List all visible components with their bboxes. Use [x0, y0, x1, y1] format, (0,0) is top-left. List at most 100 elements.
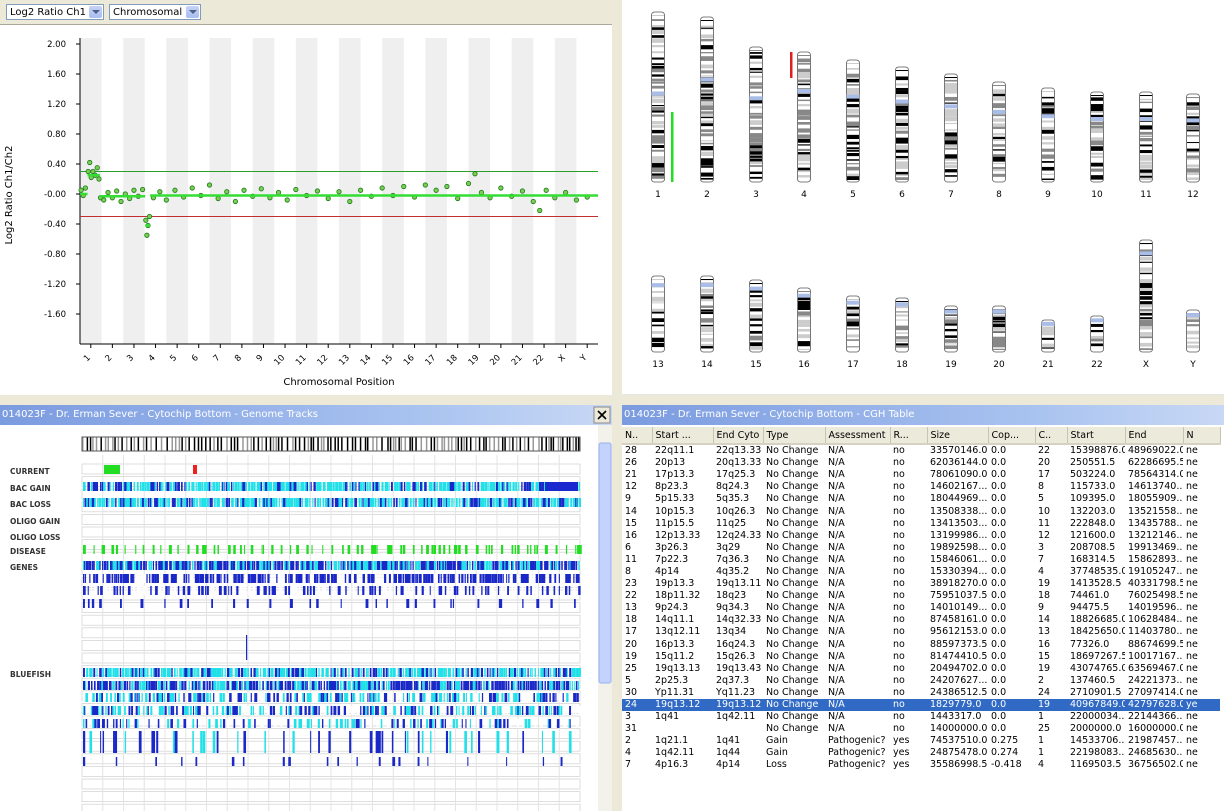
column-header[interactable]: Cop...: [988, 427, 1035, 444]
table-row[interactable]: 2822q11.122q13.33No ChangeN/Ano33570146.…: [622, 444, 1220, 457]
chromosome-band: [945, 80, 957, 82]
table-row[interactable]: 1713q12.1113q34No ChangeN/Ano95612153.00…: [622, 626, 1220, 638]
track-feature: [457, 586, 458, 595]
chromosome-label: 11: [1140, 190, 1151, 200]
table-row[interactable]: 63p26.33q29No ChangeN/Ano19892598...0.03…: [622, 542, 1220, 554]
track-feature: [223, 693, 225, 702]
table-row[interactable]: 74p16.34p14LossPathogenic?yes35586998.5-…: [622, 759, 1220, 771]
table-cell: N/A: [825, 614, 890, 626]
ideogram-band: [138, 437, 140, 451]
track-feature: [378, 706, 379, 715]
table-cell: ne: [1183, 481, 1220, 493]
column-header[interactable]: Type: [763, 427, 825, 444]
data-point: [337, 190, 341, 194]
track-feature: [430, 586, 431, 595]
table-row[interactable]: 52p25.32q37.3No ChangeN/Ano24207627...0.…: [622, 675, 1220, 687]
track-feature: [420, 706, 421, 715]
table-row[interactable]: 2519q13.1319q13.43No ChangeN/Ano20494702…: [622, 663, 1220, 675]
track-feature: [310, 681, 311, 690]
track-feature: [489, 586, 491, 595]
track-feature: [392, 561, 394, 570]
table-row[interactable]: 2419q13.1219q13.12No ChangeN/Ano1829779.…: [622, 699, 1220, 711]
track-feature: [342, 545, 344, 554]
track-feature: [183, 719, 186, 728]
track-feature: [248, 574, 251, 583]
track-feature: [256, 681, 258, 690]
track-feature: [187, 561, 189, 570]
scrollbar-thumb[interactable]: [599, 443, 611, 683]
table-cell: 1169503.5: [1067, 759, 1125, 771]
track-feature: [462, 668, 464, 677]
track-feature: [390, 498, 392, 507]
track-feature: [243, 719, 245, 728]
table-row[interactable]: 128p23.38q24.3No ChangeN/Ano14602167...0…: [622, 481, 1220, 493]
track-feature: [287, 719, 289, 728]
table-row[interactable]: 139p24.39q34.3No ChangeN/Ano14010149...0…: [622, 602, 1220, 614]
ideogram-band: [323, 437, 325, 451]
table-row[interactable]: 1612p13.3312q24.33No ChangeN/Ano13199986…: [622, 530, 1220, 542]
table-row[interactable]: 2620p1320q13.33No ChangeN/Ano62036144.00…: [622, 457, 1220, 469]
track-feature: [130, 498, 132, 507]
track-feature: [190, 706, 192, 715]
column-header[interactable]: Start ...: [652, 427, 713, 444]
column-header[interactable]: N: [1183, 427, 1220, 444]
track-label: BAC LOSS: [10, 500, 51, 509]
table-row[interactable]: 21q21.11q41GainPathogenic?yes74537510.00…: [622, 735, 1220, 747]
column-header[interactable]: Assessment: [825, 427, 890, 444]
table-row[interactable]: 30Yp11.31Yq11.23No ChangeN/Ano24386512.5…: [622, 687, 1220, 699]
track-feature: [240, 586, 243, 595]
table-row[interactable]: 2218p11.3218q23No ChangeN/Ano75951037.50…: [622, 590, 1220, 602]
track-feature: [401, 482, 403, 491]
table-row[interactable]: 2016p13.316q24.3No ChangeN/Ano88597373.5…: [622, 639, 1220, 651]
track-feature: [298, 706, 299, 715]
track-feature: [247, 599, 249, 608]
column-header[interactable]: R...: [890, 427, 927, 444]
track-feature: [472, 693, 473, 702]
column-header[interactable]: Start: [1067, 427, 1125, 444]
track-feature: [578, 586, 580, 595]
column-header[interactable]: C..: [1035, 427, 1067, 444]
dropdown[interactable]: Log2 Ratio Ch1: [6, 4, 104, 20]
table-row[interactable]: 1915q11.215q26.3No ChangeN/Ano81474410.5…: [622, 651, 1220, 663]
table-row[interactable]: 84p144q35.2No ChangeN/Ano15330394...0.04…: [622, 566, 1220, 578]
ideogram-band: [485, 437, 487, 451]
table-row[interactable]: 1410p15.310q26.3No ChangeN/Ano13508338..…: [622, 505, 1220, 517]
chromosome-band: [945, 324, 957, 326]
table-cell: Pathogenic?: [825, 759, 890, 771]
table-row[interactable]: 2319p13.319q13.11No ChangeN/Ano38918270.…: [622, 578, 1220, 590]
chromosome-band: [701, 143, 713, 145]
dropdown[interactable]: Chromosomal P: [109, 4, 201, 20]
track-feature: [463, 681, 465, 690]
table-cell: [713, 723, 763, 735]
track-feature: [284, 668, 285, 677]
ideogram-band: [461, 437, 463, 451]
table-row[interactable]: 95p15.335q35.3No ChangeN/Ano18044969...0…: [622, 493, 1220, 505]
chromosome-band: [945, 83, 957, 87]
track-feature: [194, 561, 195, 570]
track-feature: [530, 668, 531, 677]
track-feature: [331, 545, 333, 554]
table-row[interactable]: 31q411q42.11No ChangeN/Ano1443317.00.012…: [622, 711, 1220, 723]
table-cell: no: [890, 614, 927, 626]
column-header[interactable]: End: [1125, 427, 1183, 444]
column-header[interactable]: End Cyto: [713, 427, 763, 444]
table-row[interactable]: 31No ChangeN/Ano14000000.00.0252000000.0…: [622, 723, 1220, 735]
chromosome-band: [1140, 136, 1152, 137]
dropdown-arrow[interactable]: [89, 6, 102, 18]
track-feature: [94, 498, 96, 507]
track-feature: [573, 574, 574, 583]
track-feature: [348, 545, 351, 554]
table-row[interactable]: 117p22.37q36.3No ChangeN/Ano15846061...0…: [622, 554, 1220, 566]
dropdown-arrow[interactable]: [186, 6, 199, 18]
column-header[interactable]: N..: [622, 427, 652, 444]
table-cell: 3: [622, 711, 652, 723]
table-row[interactable]: 1814q11.114q32.33No ChangeN/Ano87458161.…: [622, 614, 1220, 626]
data-point: [95, 166, 99, 170]
table-row[interactable]: 1511p15.511q25No ChangeN/Ano13413503...0…: [622, 518, 1220, 530]
track-feature: [361, 574, 362, 583]
chromosome-band: [1140, 102, 1152, 103]
column-header[interactable]: Size: [927, 427, 988, 444]
chromosome-band: [652, 139, 664, 144]
table-row[interactable]: 41q42.111q44GainPathogenic?yes24875478.0…: [622, 747, 1220, 759]
table-row[interactable]: 2117p13.317q25.3No ChangeN/Ano78061090.0…: [622, 469, 1220, 481]
